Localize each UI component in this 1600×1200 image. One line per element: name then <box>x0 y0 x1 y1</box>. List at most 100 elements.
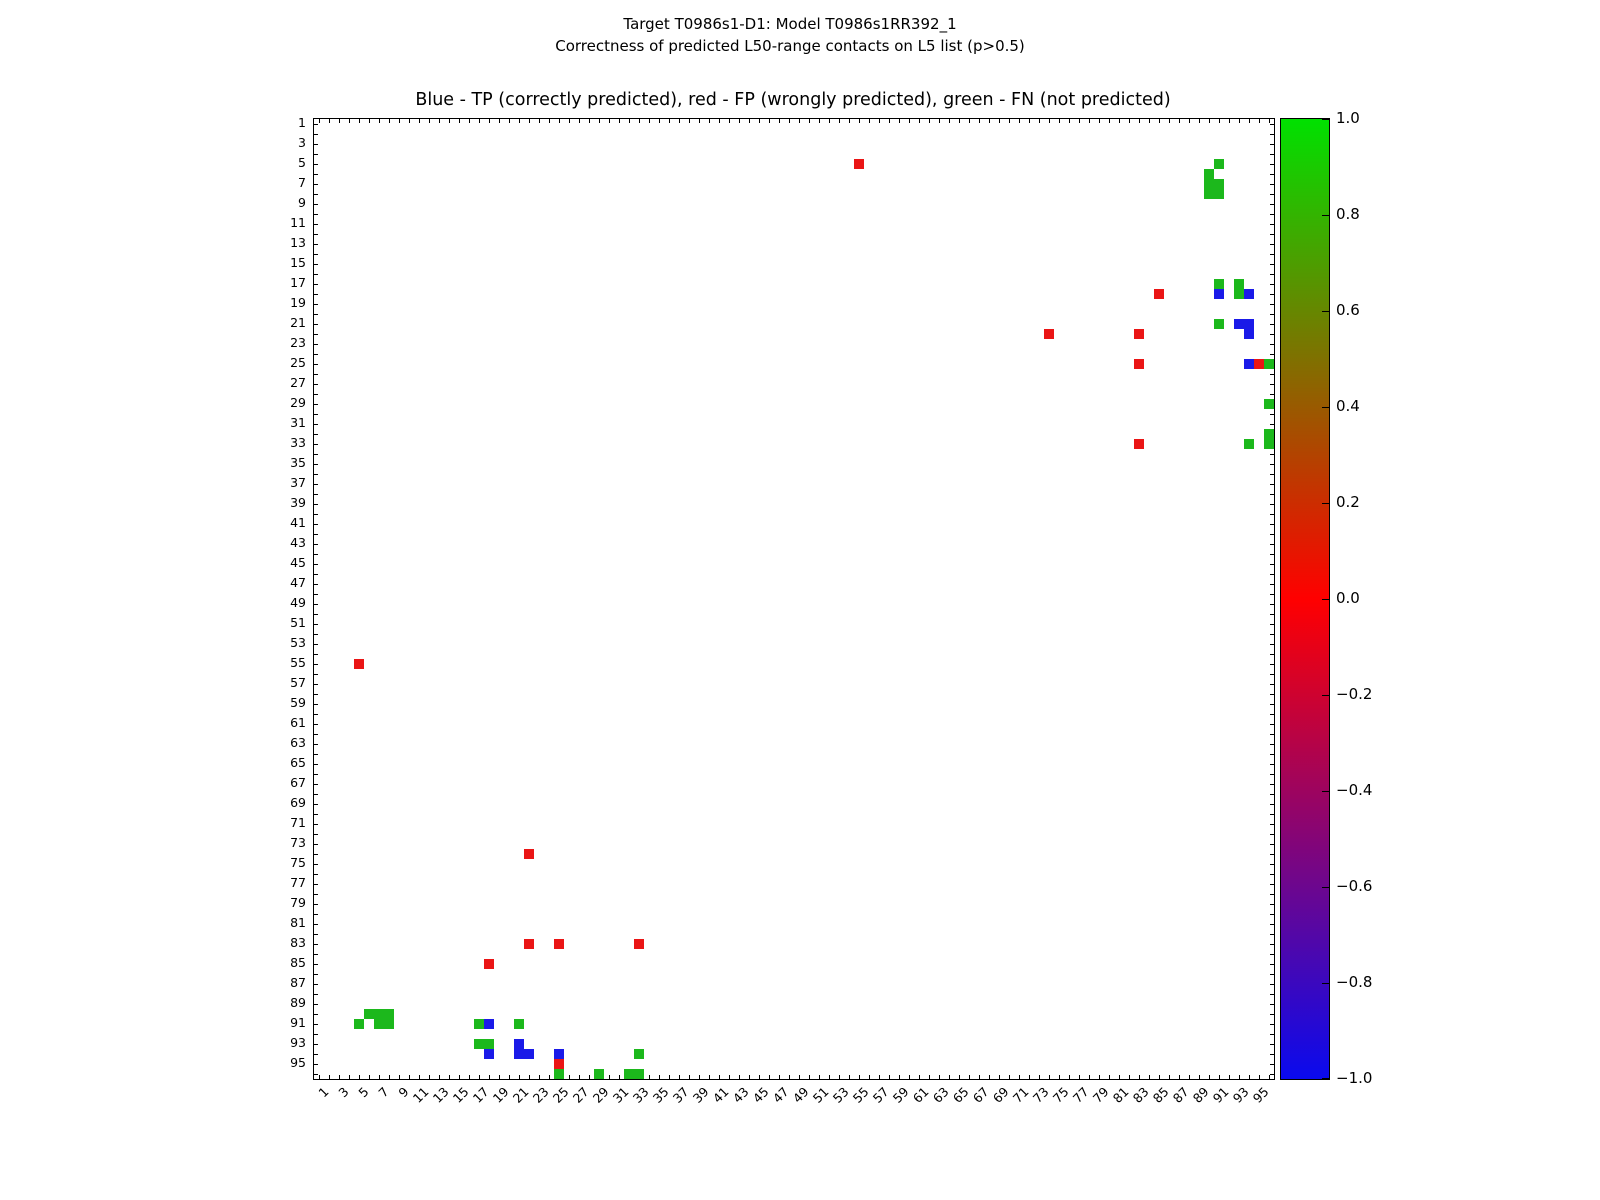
y-axis-tick-label: 85 <box>290 955 306 970</box>
y-axis-tick-left <box>314 1023 318 1025</box>
y-axis-tick-right <box>1270 493 1274 495</box>
x-axis-tick-top <box>588 119 590 123</box>
y-axis-tick-left <box>314 583 318 585</box>
colorbar-tick <box>1322 598 1329 600</box>
x-axis-tick-top <box>528 119 530 123</box>
y-axis-tick-right <box>1270 523 1274 525</box>
x-axis-tick-bottom <box>778 1075 780 1079</box>
y-axis-tick-left <box>314 833 318 835</box>
x-axis-tick-bottom <box>898 1075 900 1079</box>
y-axis-tick-left <box>314 793 318 795</box>
x-axis-tick-bottom <box>358 1075 360 1079</box>
y-axis-tick-right <box>1270 653 1274 655</box>
x-axis-tick-top <box>1218 119 1220 123</box>
colorbar-tick-label: −0.4 <box>1336 781 1373 799</box>
x-axis-tick-bottom <box>888 1075 890 1079</box>
y-axis-tick-right <box>1270 553 1274 555</box>
x-axis-tick-bottom <box>528 1075 530 1079</box>
x-axis-tick-top <box>678 119 680 123</box>
data-point-fn <box>1214 179 1224 189</box>
y-axis-tick-left <box>314 213 318 215</box>
y-axis-tick-left <box>314 503 318 505</box>
x-axis-tick-top <box>618 119 620 123</box>
x-axis-tick-top <box>1178 119 1180 123</box>
data-point-tp <box>1244 329 1254 339</box>
y-axis-tick-right <box>1270 953 1274 955</box>
y-axis-tick-left <box>314 823 318 825</box>
y-axis-tick-left <box>314 143 318 145</box>
x-axis-tick-bottom <box>668 1075 670 1079</box>
y-axis-tick-left <box>314 913 318 915</box>
y-axis-tick-label: 39 <box>290 495 306 510</box>
y-axis-tick-label: 43 <box>290 535 306 550</box>
y-axis-tick-label: 1 <box>298 115 306 130</box>
data-point-fn <box>474 1019 484 1029</box>
x-axis-tick-bottom <box>488 1075 490 1079</box>
y-axis-tick-right <box>1270 483 1274 485</box>
y-axis-tick-left <box>314 713 318 715</box>
data-point-fn <box>384 1009 394 1019</box>
y-axis-tick-left <box>314 223 318 225</box>
x-axis-tick-bottom <box>1128 1075 1130 1079</box>
x-axis-tick-bottom <box>1078 1075 1080 1079</box>
y-axis-tick-left <box>314 1063 318 1065</box>
y-axis-tick-left <box>314 393 318 395</box>
x-axis-tick-bottom <box>1178 1075 1180 1079</box>
x-axis-tick-bottom <box>328 1075 330 1079</box>
y-axis-tick-label: 87 <box>290 975 306 990</box>
y-axis-tick-label: 89 <box>290 995 306 1010</box>
y-axis-tick-right <box>1270 423 1274 425</box>
y-axis-tick-left <box>314 563 318 565</box>
y-axis-tick-label: 15 <box>290 255 306 270</box>
contact-map-plot-area <box>313 118 1275 1080</box>
colorbar-tick-label: −0.2 <box>1336 685 1373 703</box>
x-axis-tick-bottom <box>768 1075 770 1079</box>
x-axis-tick-top <box>328 119 330 123</box>
y-axis-tick-right <box>1270 343 1274 345</box>
x-axis-tick-top <box>688 119 690 123</box>
x-axis-tick-top <box>1148 119 1150 123</box>
x-axis-tick-bottom <box>998 1075 1000 1079</box>
x-axis-tick-top <box>978 119 980 123</box>
x-axis-tick-bottom <box>1158 1075 1160 1079</box>
y-axis-tick-right <box>1270 273 1274 275</box>
y-axis-tick-left <box>314 673 318 675</box>
y-axis-tick-right <box>1270 563 1274 565</box>
data-point-fn <box>1214 189 1224 199</box>
y-axis-tick-left <box>314 683 318 685</box>
x-axis-tick-bottom <box>1208 1075 1210 1079</box>
x-axis-tick-top <box>488 119 490 123</box>
x-axis-tick-bottom <box>688 1075 690 1079</box>
x-axis-tick-top <box>1198 119 1200 123</box>
x-axis-tick-bottom <box>1218 1075 1220 1079</box>
y-axis-tick-right <box>1270 673 1274 675</box>
x-axis-tick-bottom <box>838 1075 840 1079</box>
x-axis-tick-bottom <box>1138 1075 1140 1079</box>
y-axis-tick-left <box>314 1073 318 1075</box>
x-axis-tick-bottom <box>478 1075 480 1079</box>
y-axis-tick-label: 35 <box>290 455 306 470</box>
y-axis-tick-right <box>1270 123 1274 125</box>
y-axis-tick-label: 7 <box>298 175 306 190</box>
x-axis-tick-top <box>898 119 900 123</box>
y-axis-tick-left <box>314 173 318 175</box>
x-axis-tick-top <box>758 119 760 123</box>
y-axis-tick-label: 25 <box>290 355 306 370</box>
y-axis-tick-label: 55 <box>290 655 306 670</box>
x-axis-tick-top <box>1228 119 1230 123</box>
x-axis-tick-top <box>1208 119 1210 123</box>
x-axis-tick-top <box>808 119 810 123</box>
data-point-fp <box>554 1059 564 1069</box>
y-axis-tick-left <box>314 323 318 325</box>
y-axis-tick-left <box>314 263 318 265</box>
x-axis-tick-bottom <box>728 1075 730 1079</box>
x-axis-tick-top <box>658 119 660 123</box>
x-axis-tick-bottom <box>508 1075 510 1079</box>
x-axis-tick-top <box>548 119 550 123</box>
y-axis-tick-left <box>314 1003 318 1005</box>
y-axis-tick-left <box>314 573 318 575</box>
x-axis-tick-bottom <box>538 1075 540 1079</box>
x-axis-tick-top <box>1018 119 1020 123</box>
y-axis-tick-left <box>314 753 318 755</box>
